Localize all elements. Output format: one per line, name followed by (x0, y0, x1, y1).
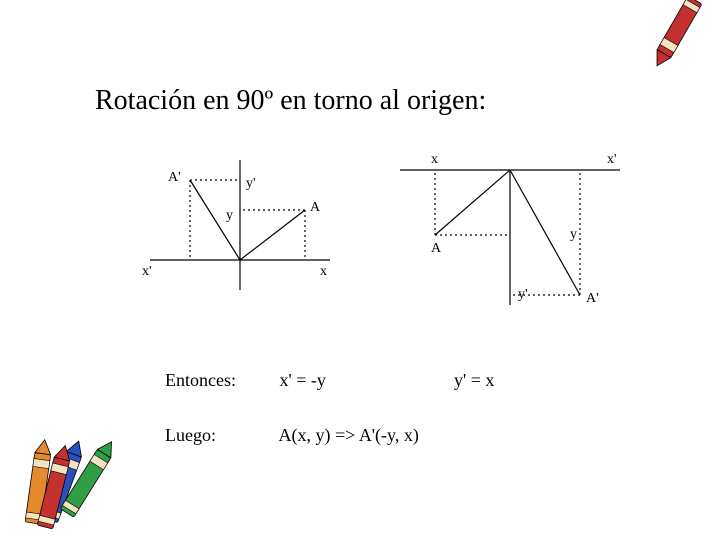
page-title: Rotación en 90º en torno al origen: (95, 85, 486, 117)
axis-y-label: y (226, 208, 233, 224)
crayon-multi-icon (15, 385, 115, 540)
axis-y-label-2: y (570, 227, 577, 243)
diagram-cw (395, 150, 625, 310)
luego-row: Luego: A(x, y) => A'(-y, x) (165, 425, 419, 446)
luego-label: Luego: (165, 425, 275, 446)
point-A-label-2: A (431, 241, 441, 257)
crayon-red-icon (620, 0, 710, 85)
point-Ap-label: A' (168, 170, 181, 186)
axis-xp-label: x' (142, 264, 152, 280)
diagram-cw-svg (395, 150, 625, 310)
axis-yp-label: y' (246, 176, 256, 192)
entonces-label: Entonces: (165, 370, 275, 391)
mapping-text: A(x, y) => A'(-y, x) (279, 425, 419, 445)
point-A-label: A (310, 200, 320, 216)
axis-x-label-2: x (431, 152, 438, 168)
axis-xp-label-2: x' (607, 152, 617, 168)
yp-equals: y' = x (454, 370, 494, 390)
entonces-row: Entonces: x' = -y y' = x (165, 370, 494, 391)
axis-yp-label-2: y' (518, 287, 528, 303)
axis-x-label: x (320, 264, 327, 280)
point-Ap-label-2: A' (586, 291, 599, 307)
xp-equals: x' = -y (280, 370, 450, 391)
